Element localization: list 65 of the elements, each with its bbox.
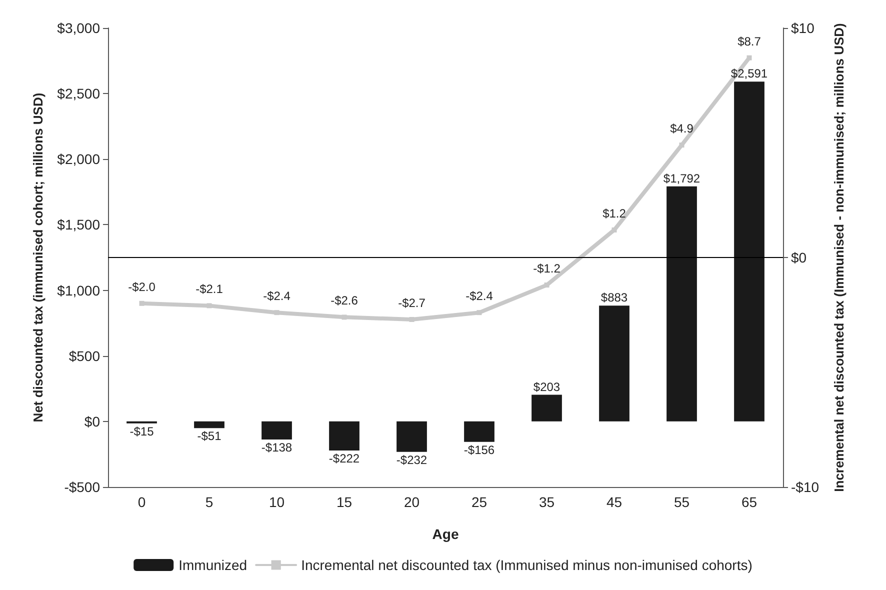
data-label: -$2.7	[398, 296, 426, 310]
point	[139, 300, 144, 306]
data-label: -$15	[130, 424, 154, 438]
data-label: $2,591	[730, 66, 768, 81]
bar	[194, 421, 224, 428]
data-label: -$138	[261, 440, 292, 455]
point	[206, 303, 212, 308]
data-label: -$232	[396, 452, 428, 467]
data-label: $1,792	[663, 171, 700, 186]
y-tick-label: -$500	[64, 479, 100, 495]
data-label: -$2.4	[466, 289, 494, 304]
bar	[666, 186, 697, 422]
x-tick-label: 45	[606, 494, 622, 510]
y-tick-label: $2,500	[57, 86, 100, 102]
y2-tick-label: $10	[791, 20, 815, 36]
y2-axis-title: Incremental net discounted tax (Immunised - non-immunised; millions USD)	[832, 23, 846, 492]
x-tick-label: 55	[674, 494, 690, 510]
data-label: $203	[533, 380, 560, 394]
data-label: -$2.0	[128, 280, 156, 294]
x-tick-label: 10	[268, 494, 285, 510]
data-label: $1.2	[602, 206, 626, 220]
y-tick-label: $3,000	[57, 20, 100, 36]
bar	[329, 421, 360, 451]
y-axis-title: Net discounted tax (immunised cohort; millions USD)	[30, 92, 46, 422]
data-label: -$2.4	[263, 289, 291, 304]
x-tick-label: 25	[471, 494, 488, 510]
data-label: -$2.6	[330, 294, 358, 308]
x-axis-title: Age	[432, 526, 459, 542]
point	[612, 227, 617, 232]
point	[274, 310, 280, 316]
point	[544, 282, 550, 288]
x-tick-label: 65	[741, 494, 758, 510]
y-tick-label: $500	[68, 348, 100, 364]
x-tick-label: 15	[336, 494, 352, 510]
legend-label: Immunized	[178, 557, 248, 573]
x-tick-label: 5	[205, 494, 214, 510]
data-label: $883	[600, 290, 628, 305]
x-tick-label: 35	[538, 494, 555, 510]
point	[409, 316, 414, 322]
bar	[599, 306, 630, 422]
data-label: $4.9	[670, 122, 694, 136]
y2-tick-label: -$10	[791, 479, 820, 495]
y-tick-label: $1,000	[57, 282, 100, 298]
bar	[464, 421, 494, 442]
point	[746, 55, 752, 60]
data-label: -$1.2	[533, 262, 561, 276]
data-label: -$2.1	[196, 282, 224, 296]
bar	[262, 421, 292, 440]
y-tick-label: $0	[84, 413, 100, 430]
point	[476, 310, 482, 316]
data-label: -$51	[197, 429, 222, 444]
y2-tick-label: $0	[791, 250, 807, 266]
data-label: $8.7	[738, 34, 762, 48]
bar	[532, 394, 562, 422]
legend-label: Incremental net discounted tax (Immunised minus non-imunised cohorts)	[301, 557, 752, 573]
point	[342, 314, 347, 320]
data-label: -$222	[328, 452, 360, 466]
point	[679, 142, 684, 148]
bar	[734, 82, 764, 422]
data-label: -$156	[464, 442, 495, 457]
x-tick-label: 20	[404, 494, 420, 510]
bar	[396, 421, 427, 452]
y-tick-label: $2,000	[57, 151, 100, 168]
x-tick-label: 0	[138, 494, 146, 510]
y-tick-label: $1,500	[57, 216, 100, 233]
